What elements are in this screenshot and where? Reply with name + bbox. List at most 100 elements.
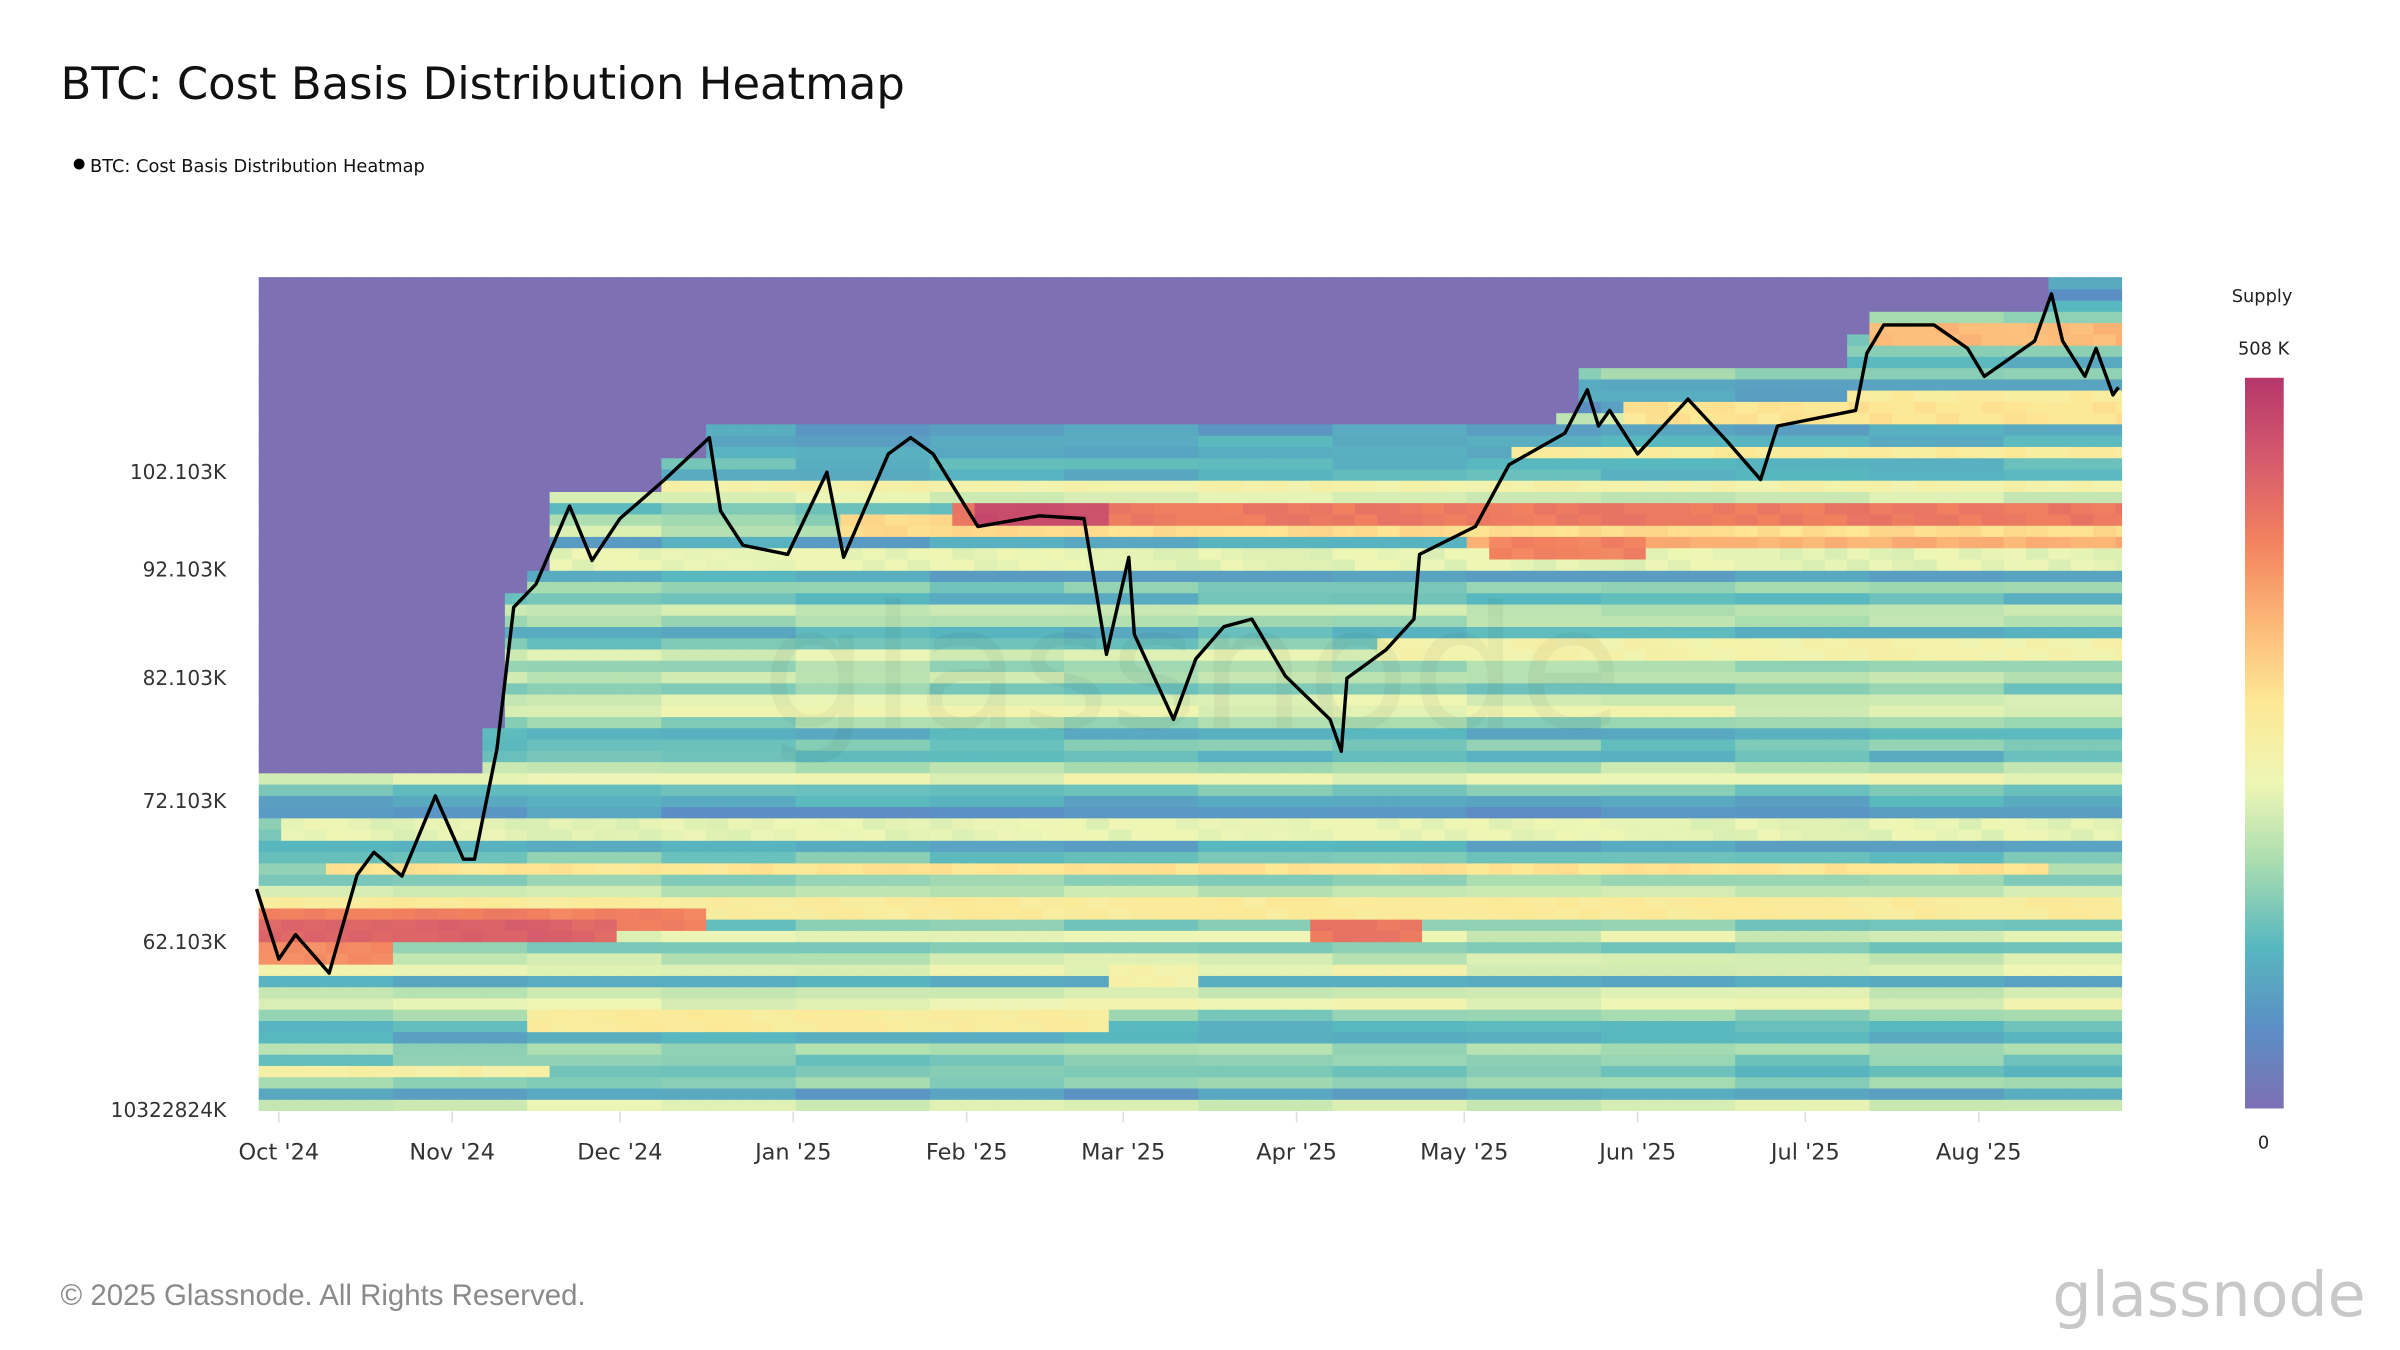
heatmap-cell xyxy=(1690,648,1714,661)
heatmap-cell xyxy=(862,524,887,537)
heatmap-cell xyxy=(1645,1019,1670,1033)
heatmap-cell xyxy=(639,975,663,988)
heatmap-cell xyxy=(303,727,327,740)
heatmap-cell xyxy=(415,299,439,312)
heatmap-cell xyxy=(1668,558,1692,571)
heatmap-cell xyxy=(1578,806,1603,819)
heatmap-cell xyxy=(750,558,775,571)
heatmap-cell xyxy=(348,558,372,571)
heatmap-cell xyxy=(1086,839,1110,853)
heatmap-cell xyxy=(1131,794,1155,808)
heatmap-cell xyxy=(303,569,327,582)
heatmap-cell xyxy=(952,986,976,999)
heatmap-cell xyxy=(1600,884,1625,898)
heatmap-cell xyxy=(683,851,708,864)
heatmap-cell xyxy=(683,614,708,628)
heatmap-cell xyxy=(1668,963,1692,976)
heatmap-cell xyxy=(1377,1053,1401,1066)
heatmap-cell xyxy=(549,952,573,965)
heatmap-cell xyxy=(706,716,730,729)
heatmap-cell xyxy=(392,389,417,402)
heatmap-cell xyxy=(527,434,551,447)
heatmap-cell xyxy=(348,794,372,808)
heatmap-cell xyxy=(527,277,551,290)
heatmap-cell xyxy=(1287,1098,1312,1111)
heatmap-cell xyxy=(1623,659,1647,673)
heatmap-cell xyxy=(258,682,283,695)
heatmap-cell xyxy=(997,941,1021,954)
heatmap-cell xyxy=(392,952,417,965)
heatmap-cell xyxy=(1668,603,1692,616)
heatmap-cell xyxy=(1287,569,1312,582)
heatmap-cell xyxy=(885,535,909,549)
heatmap-cell xyxy=(1086,468,1110,481)
heatmap-cell xyxy=(1176,986,1200,999)
heatmap-cell xyxy=(437,704,462,718)
heatmap-cell xyxy=(1422,738,1446,751)
heatmap-cell xyxy=(415,862,439,875)
heatmap-cell xyxy=(1623,322,1647,335)
heatmap-cell xyxy=(1511,322,1535,335)
heatmap-cell xyxy=(1153,986,1177,999)
heatmap-cell xyxy=(1623,378,1647,391)
heatmap-cell xyxy=(571,884,596,898)
heatmap-cell xyxy=(818,277,842,290)
heatmap-cell xyxy=(325,659,350,673)
heatmap-cell xyxy=(661,1031,685,1044)
heatmap-cell xyxy=(1466,839,1491,853)
heatmap-cell xyxy=(504,603,529,616)
heatmap-cell xyxy=(639,1098,663,1111)
heatmap-cell xyxy=(1086,896,1110,909)
heatmap-cell xyxy=(1108,637,1133,650)
heatmap-cell xyxy=(1064,907,1088,920)
heatmap-cell xyxy=(952,423,976,436)
heatmap-cell xyxy=(795,355,819,369)
heatmap-cell xyxy=(594,761,618,774)
heatmap-cell xyxy=(1108,761,1133,774)
heatmap-cell xyxy=(1668,367,1692,380)
heatmap-cell xyxy=(683,322,708,335)
heatmap-cell xyxy=(1377,806,1401,819)
heatmap-cell xyxy=(527,997,551,1010)
heatmap-cell xyxy=(1511,581,1535,594)
heatmap-cell xyxy=(1466,603,1491,616)
heatmap-cell xyxy=(1220,873,1245,886)
heatmap-cell xyxy=(504,828,529,841)
heatmap-cell xyxy=(952,772,976,785)
heatmap-cell xyxy=(728,457,752,470)
heatmap-cell xyxy=(325,581,350,594)
heatmap-cell xyxy=(325,1053,350,1066)
heatmap-cell xyxy=(1198,929,1222,943)
heatmap-cell xyxy=(415,851,439,864)
heatmap-cell xyxy=(1645,738,1670,751)
heatmap-cell xyxy=(795,997,819,1010)
heatmap-cell xyxy=(818,704,842,718)
heatmap-cell xyxy=(437,671,462,684)
heatmap-cell xyxy=(1712,1042,1737,1055)
heatmap-cell xyxy=(1757,997,1782,1010)
heatmap-cell xyxy=(840,446,864,459)
legend[interactable]: BTC: Cost Basis Distribution Heatmap xyxy=(73,156,425,177)
heatmap-cell xyxy=(1556,693,1580,706)
heatmap-cell xyxy=(1444,671,1468,684)
heatmap-cell xyxy=(370,277,395,290)
heatmap-cell xyxy=(437,682,462,695)
heatmap-cell xyxy=(348,581,372,594)
heatmap-cell xyxy=(1064,648,1088,661)
heatmap-cell xyxy=(1153,423,1177,436)
heatmap-cell xyxy=(1064,277,1088,290)
heatmap-cell xyxy=(1735,434,1759,447)
heatmap-cell xyxy=(594,794,618,808)
heatmap-cell xyxy=(1466,704,1491,718)
heatmap-cell xyxy=(325,468,350,481)
heatmap-cell xyxy=(661,1008,685,1022)
heatmap-cell xyxy=(1578,952,1603,965)
heatmap-cell xyxy=(728,502,752,515)
heatmap-cell xyxy=(907,299,931,312)
heatmap-cell xyxy=(482,547,506,560)
heatmap-cell xyxy=(1310,817,1334,830)
heatmap-cell xyxy=(1533,355,1558,369)
heatmap-cell xyxy=(1690,581,1714,594)
heatmap-cell xyxy=(1176,1008,1200,1022)
heatmap-cell xyxy=(1511,918,1535,931)
